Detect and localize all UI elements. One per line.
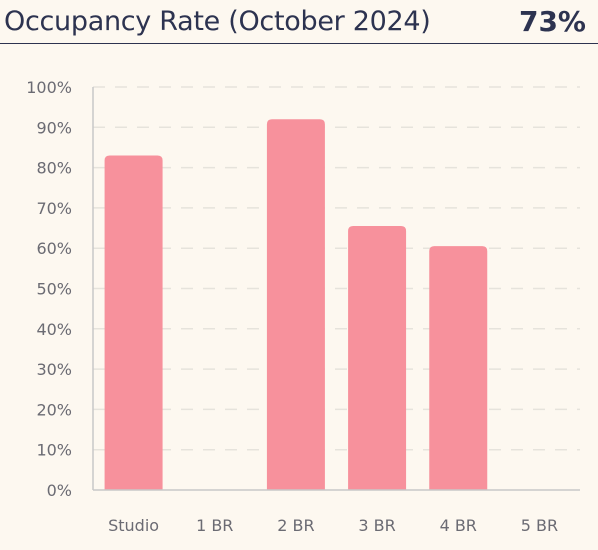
bar-3-br (348, 226, 407, 490)
x-tick-label: 1 BR (196, 516, 233, 535)
x-tick-label: 4 BR (440, 516, 477, 535)
x-tick-label: Studio (108, 516, 159, 535)
chart-header: Occupancy Rate (October 2024) 73% (0, 0, 598, 44)
y-tick-label: 70% (36, 199, 72, 218)
y-tick-label: 80% (36, 159, 72, 178)
bar-chart: 0% 10% 20% 30% 40% 50% 60% 70% 80% 90% 100% Studio 1… (26, 78, 580, 535)
y-tick-label: 20% (36, 400, 72, 419)
bar-4-br (429, 246, 488, 490)
bar-2-br (266, 119, 325, 491)
y-tick-label: 60% (36, 239, 72, 258)
y-tick-label: 40% (36, 320, 72, 339)
y-tick-label: 100% (26, 78, 72, 97)
headline-occupancy-value: 73% (518, 5, 586, 38)
x-tick-label: 3 BR (358, 516, 395, 535)
chart-title: Occupancy Rate (October 2024) (4, 6, 431, 37)
y-tick-label: 10% (36, 441, 72, 460)
x-tick-label: 2 BR (277, 516, 314, 535)
y-tick-label: 50% (36, 280, 72, 299)
bar-studio (104, 155, 163, 490)
x-tick-label: 5 BR (521, 516, 558, 535)
y-tick-label: 0% (47, 481, 72, 500)
y-tick-label: 90% (36, 118, 72, 137)
y-tick-label: 30% (36, 360, 72, 379)
